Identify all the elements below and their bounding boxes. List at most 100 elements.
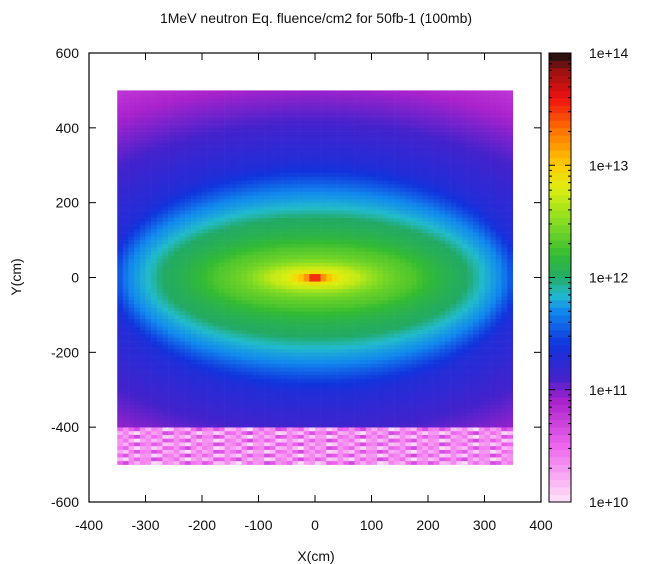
heatmap-cell bbox=[207, 154, 214, 159]
heatmap-cell bbox=[168, 202, 175, 207]
heatmap-cell bbox=[382, 157, 389, 162]
heatmap-cell bbox=[371, 408, 378, 413]
heatmap-cell bbox=[365, 101, 372, 106]
heatmap-cell bbox=[264, 112, 271, 117]
heatmap-cell bbox=[360, 150, 367, 155]
heatmap-cell bbox=[360, 191, 367, 196]
heatmap-cell bbox=[264, 442, 271, 447]
heatmap-cell bbox=[326, 363, 333, 368]
heatmap-cell bbox=[168, 217, 175, 222]
heatmap-cell bbox=[354, 94, 361, 99]
heatmap-cell bbox=[286, 105, 293, 110]
heatmap-cell bbox=[269, 180, 276, 185]
heatmap-cell bbox=[377, 311, 384, 316]
heatmap-cell bbox=[162, 314, 169, 319]
heatmap-cell bbox=[241, 255, 248, 260]
heatmap-cell bbox=[235, 341, 242, 346]
heatmap-cell bbox=[252, 400, 259, 406]
heatmap-cell bbox=[303, 453, 310, 458]
heatmap-cell bbox=[337, 311, 344, 316]
heatmap-cell bbox=[309, 142, 316, 147]
heatmap-cell bbox=[388, 142, 395, 147]
heatmap-cell bbox=[382, 161, 389, 166]
heatmap-cell bbox=[309, 146, 316, 151]
heatmap-cell bbox=[117, 314, 124, 319]
heatmap-cell bbox=[292, 202, 299, 207]
heatmap-cell bbox=[394, 195, 401, 200]
heatmap-cell bbox=[292, 176, 299, 181]
heatmap-cell bbox=[190, 393, 197, 398]
heatmap-cell bbox=[286, 228, 293, 233]
heatmap-cell bbox=[275, 333, 282, 338]
heatmap-cell bbox=[134, 438, 141, 443]
heatmap-cell bbox=[213, 311, 220, 316]
heatmap-cell bbox=[394, 378, 401, 383]
heatmap-cell bbox=[371, 168, 378, 174]
heatmap-cell bbox=[320, 112, 327, 117]
heatmap-cell bbox=[196, 359, 203, 364]
heatmap-cell bbox=[207, 314, 214, 319]
heatmap-cell bbox=[343, 352, 350, 357]
heatmap-cell bbox=[230, 251, 237, 256]
heatmap-cell bbox=[241, 168, 248, 174]
heatmap-cell bbox=[326, 344, 333, 349]
heatmap-cell bbox=[394, 322, 401, 327]
heatmap-cell bbox=[354, 228, 361, 233]
heatmap-cell bbox=[156, 460, 163, 465]
heatmap-cell bbox=[343, 251, 350, 256]
heatmap-cell bbox=[394, 236, 401, 241]
heatmap-cell bbox=[173, 116, 180, 121]
heatmap-cell bbox=[320, 389, 327, 394]
heatmap-cell bbox=[343, 341, 350, 346]
heatmap-cell bbox=[264, 389, 271, 394]
heatmap-cell bbox=[388, 460, 395, 465]
heatmap-cell bbox=[207, 150, 214, 155]
heatmap-cell bbox=[315, 266, 321, 271]
heatmap-cell bbox=[179, 329, 186, 334]
heatmap-cell bbox=[264, 120, 271, 125]
heatmap-cell bbox=[365, 277, 372, 282]
heatmap-cell bbox=[122, 101, 129, 106]
heatmap-cell bbox=[207, 303, 214, 308]
heatmap-cell bbox=[315, 359, 321, 364]
heatmap-cell bbox=[309, 165, 316, 170]
heatmap-cell bbox=[162, 195, 169, 200]
heatmap-cell bbox=[179, 292, 186, 297]
heatmap-cell bbox=[388, 168, 395, 174]
heatmap-cell bbox=[168, 296, 175, 301]
heatmap-cell bbox=[320, 191, 327, 196]
heatmap-cell bbox=[348, 228, 355, 233]
heatmap-cell bbox=[371, 187, 378, 192]
heatmap-cell bbox=[139, 187, 146, 192]
heatmap-cell bbox=[360, 195, 367, 200]
heatmap-cell bbox=[151, 296, 158, 301]
heatmap-cell bbox=[196, 314, 203, 319]
heatmap-cell bbox=[331, 400, 338, 406]
heatmap-cell bbox=[179, 131, 186, 136]
heatmap-cell bbox=[275, 348, 282, 353]
heatmap-cell bbox=[168, 213, 175, 218]
heatmap-cell bbox=[235, 419, 242, 424]
heatmap-cell bbox=[247, 404, 254, 409]
heatmap-cell bbox=[179, 400, 186, 406]
heatmap-cell bbox=[139, 460, 146, 465]
heatmap-cell bbox=[320, 228, 327, 233]
heatmap-cell bbox=[235, 314, 242, 319]
heatmap-cell bbox=[286, 247, 293, 252]
heatmap-cell bbox=[168, 303, 175, 308]
heatmap-cell bbox=[213, 240, 220, 245]
heatmap-cell bbox=[168, 146, 175, 151]
heatmap-cell bbox=[134, 183, 141, 188]
heatmap-cell bbox=[145, 457, 152, 462]
heatmap-cell bbox=[286, 112, 293, 117]
heatmap-cell bbox=[168, 393, 175, 398]
heatmap-cell bbox=[207, 412, 214, 417]
heatmap-cell bbox=[139, 371, 146, 376]
heatmap-cell bbox=[230, 460, 237, 465]
heatmap-cell bbox=[247, 284, 254, 290]
heatmap-cell bbox=[377, 105, 384, 110]
heatmap-cell bbox=[173, 127, 180, 132]
heatmap-cell bbox=[122, 415, 129, 420]
heatmap-cell bbox=[292, 434, 299, 439]
heatmap-cell bbox=[371, 445, 378, 450]
